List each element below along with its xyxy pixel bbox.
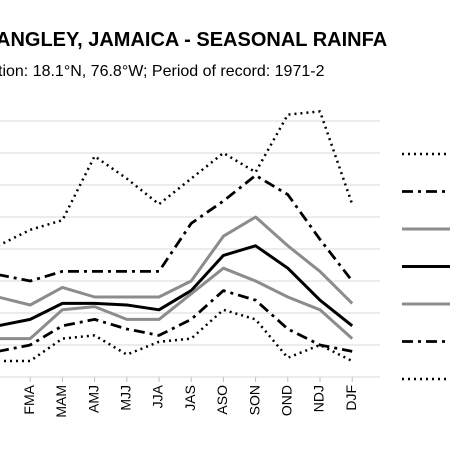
x-tick-label: JAS bbox=[182, 385, 198, 411]
x-tick-label: JJA bbox=[150, 384, 166, 408]
x-tick-label: FMA bbox=[21, 384, 37, 414]
x-tick-label: SON bbox=[246, 385, 262, 415]
series-line bbox=[0, 289, 353, 353]
series-line bbox=[0, 173, 354, 283]
x-tick-label: MJJ bbox=[118, 385, 134, 411]
x-tick-label: MAM bbox=[53, 385, 69, 418]
chart-subtitle: tion: 18.1°N, 76.8°W; Period of record: … bbox=[0, 63, 325, 80]
x-tick-label: OND bbox=[279, 385, 295, 416]
series-line bbox=[0, 215, 354, 307]
chart-title: ANGLEY, JAMAICA - SEASONAL RAINFA bbox=[0, 29, 387, 51]
series-line bbox=[0, 308, 353, 363]
x-tick-label: DJF bbox=[343, 385, 359, 411]
x-tick-label: NDJ bbox=[311, 385, 327, 412]
series-line bbox=[0, 244, 354, 327]
series-line bbox=[0, 110, 354, 247]
series-line bbox=[0, 266, 354, 341]
x-tick-label: ASO bbox=[214, 385, 230, 415]
x-tick-label: AMJ bbox=[85, 385, 101, 413]
